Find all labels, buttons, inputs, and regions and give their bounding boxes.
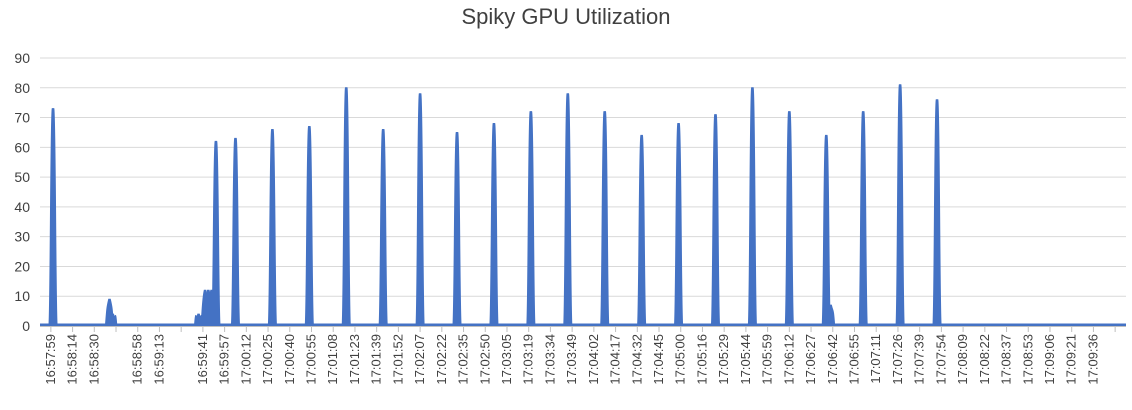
x-tick-label: 17:03:19 [521,334,536,385]
y-axis-ticks: 0 10 20 30 40 50 60 70 80 90 [14,50,30,334]
x-tick-label: 17:00:55 [304,334,319,385]
x-tick-label: 17:02:35 [456,334,471,385]
x-tick-label: 17:03:49 [564,334,579,385]
x-tick-label: 17:00:12 [238,334,253,385]
x-tick-label: 17:08:22 [977,334,992,385]
x-tick-label: 17:04:02 [586,334,601,385]
spike-24 [821,134,831,327]
spike-14 [452,131,462,327]
x-tick-label: 17:04:45 [651,334,666,385]
x-tick-label: 17:02:50 [477,334,492,385]
x-tick-label: 17:05:29 [716,334,731,385]
y-tick-label: 70 [14,110,30,126]
x-tick-label: 17:03:05 [499,334,514,385]
y-tick-label: 90 [14,50,30,66]
x-tick-label: 17:02:22 [434,334,449,385]
spike-15 [489,123,499,327]
spike-23 [784,111,794,327]
x-tick-label: 17:01:23 [347,334,362,385]
spike-13 [415,93,425,327]
gridlines [40,57,1126,297]
x-axis-ticks: 16:57:59 16:58:14 16:58:30 16:58:58 16:59:13… [43,327,1116,385]
gpu-utilization-area [40,84,1126,327]
x-tick-label: 17:07:54 [933,334,948,385]
x-tick-label: 17:00:40 [282,334,297,385]
x-tick-label: 17:05:00 [673,334,688,385]
x-tick-label: 16:59:57 [217,334,232,385]
x-tick-label: 17:02:07 [412,334,427,385]
spike-0 [48,108,58,327]
spike-12 [378,128,388,327]
spike-2 [108,313,118,327]
chart-title: Spiky GPU Utilization [461,4,670,29]
x-tick-label: 17:08:09 [955,334,970,385]
x-tick-label: 17:03:34 [542,334,557,385]
x-tick-label: 16:58:14 [65,334,80,385]
x-tick-label: 16:57:59 [43,334,58,385]
y-tick-label: 0 [22,318,30,334]
spike-8 [230,137,241,327]
x-tick-label: 17:05:59 [760,334,775,385]
x-tick-label: 17:04:17 [608,334,623,385]
x-tick-label: 16:58:58 [130,334,145,385]
spike-25 [825,304,836,327]
spike-7 [211,140,221,327]
x-tick-label: 17:01:08 [325,334,340,385]
x-tick-label: 17:04:32 [629,334,644,385]
x-tick-label: 17:09:21 [1064,334,1079,385]
x-tick-label: 17:07:11 [868,334,883,384]
x-tick-label: 16:58:30 [86,334,101,385]
y-tick-label: 20 [14,258,30,274]
x-tick-label: 17:06:55 [847,334,862,385]
spike-9 [267,128,278,327]
spike-26 [858,111,868,327]
x-tick-label: 17:06:12 [781,334,796,385]
x-tick-label: 16:59:41 [195,334,210,385]
x-tick-label: 17:06:42 [825,334,840,385]
x-tick-label: 17:07:26 [890,334,905,385]
x-tick-label: 17:05:16 [694,334,709,385]
x-tick-label: 17:09:06 [1042,334,1057,385]
x-tick-label: 17:00:25 [260,334,275,385]
x-tick-label: 17:07:39 [912,334,927,385]
x-tick-label: 17:06:27 [803,334,818,385]
y-tick-label: 80 [14,80,30,96]
x-tick-label: 17:05:44 [738,334,753,385]
x-tick-label: 17:08:37 [999,334,1014,385]
spike-19 [637,134,647,327]
x-tick-label: 17:09:36 [1085,334,1100,385]
y-tick-label: 50 [14,169,30,185]
x-tick-label: 16:59:13 [151,334,166,385]
spike-10 [304,125,314,327]
spike-28 [932,99,942,327]
spike-22 [747,87,758,327]
x-tick-label: 17:01:52 [390,334,405,385]
spike-21 [710,114,721,327]
spike-20 [673,123,684,327]
x-tick-label: 17:01:39 [369,334,384,385]
spike-27 [895,84,905,327]
y-tick-label: 10 [14,288,30,304]
spike-17 [563,93,573,327]
spike-16 [526,111,536,327]
x-tick-label: 17:08:53 [1020,334,1035,385]
y-tick-label: 60 [14,139,30,155]
spike-18 [600,111,610,327]
spike-11 [341,87,351,327]
y-tick-label: 30 [14,229,30,245]
y-tick-label: 40 [14,199,30,215]
